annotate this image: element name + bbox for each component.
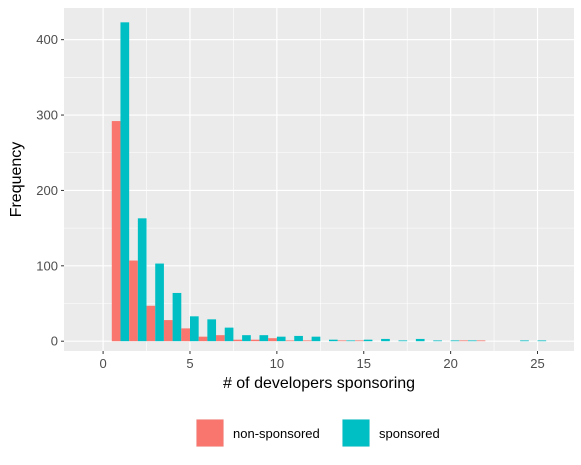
bar-sponsored [346, 340, 356, 342]
bar-non-sponsored [459, 340, 469, 342]
bar-sponsored [537, 340, 547, 342]
bar-non-sponsored [268, 338, 277, 342]
y-tick-label: 400 [36, 32, 58, 47]
bar-non-sponsored [233, 339, 243, 342]
bar-non-sponsored [198, 336, 208, 342]
bar-sponsored [155, 263, 164, 342]
bar-sponsored [311, 336, 321, 342]
bar-sponsored [398, 340, 408, 342]
y-axis-title: Frequency [8, 142, 25, 218]
bar-sponsored [172, 292, 182, 342]
gridlines [64, 8, 574, 351]
bar-sponsored [120, 22, 130, 342]
y-tick-label: 0 [51, 334, 58, 349]
bar-non-sponsored [181, 328, 190, 342]
legend: non-sponsored sponsored [196, 419, 440, 447]
y-axis: 0 100 200 300 400 [36, 32, 64, 349]
x-tick-label: 0 [99, 356, 106, 371]
bar-sponsored [294, 335, 303, 342]
bar-sponsored [415, 338, 425, 342]
bar-sponsored [520, 340, 529, 342]
x-tick-label: 15 [357, 356, 371, 371]
bar-non-sponsored [476, 340, 486, 342]
plot-panel [64, 8, 574, 351]
bar-non-sponsored [163, 320, 173, 342]
bar-sponsored [259, 335, 269, 342]
bar-non-sponsored [111, 121, 121, 342]
bar-non-sponsored [129, 260, 138, 342]
bar-sponsored [224, 327, 234, 342]
x-tick-label: 5 [186, 356, 193, 371]
legend-swatch [196, 419, 224, 447]
legend-label: non-sponsored [233, 426, 320, 441]
y-tick-label: 100 [36, 258, 58, 273]
bar-sponsored [189, 316, 199, 342]
bar-non-sponsored [146, 305, 156, 342]
bar-sponsored [433, 340, 442, 342]
bar-sponsored [276, 336, 286, 342]
x-tick-label: 10 [270, 356, 284, 371]
bars [111, 22, 547, 342]
x-axis: 0 5 10 15 20 25 [99, 351, 545, 371]
bar-non-sponsored [355, 340, 364, 342]
bar-sponsored [363, 339, 373, 342]
y-tick-label: 300 [36, 108, 58, 123]
bar-sponsored [450, 340, 460, 342]
x-tick-label: 20 [443, 356, 457, 371]
bar-non-sponsored [337, 340, 347, 342]
bar-sponsored [207, 319, 217, 342]
bar-sponsored [468, 340, 477, 342]
x-tick-label: 25 [530, 356, 544, 371]
bar-sponsored [328, 339, 338, 342]
legend-label: sponsored [379, 426, 440, 441]
bar-sponsored [381, 338, 390, 342]
legend-swatch [342, 419, 370, 447]
bar-non-sponsored [302, 340, 312, 342]
x-axis-title: # of developers sponsoring [223, 375, 415, 392]
bar-sponsored [137, 218, 147, 342]
bar-non-sponsored [250, 339, 260, 342]
y-tick-label: 200 [36, 183, 58, 198]
bar-sponsored [242, 335, 251, 342]
bar-non-sponsored [285, 340, 295, 342]
bar-non-sponsored [216, 335, 225, 342]
